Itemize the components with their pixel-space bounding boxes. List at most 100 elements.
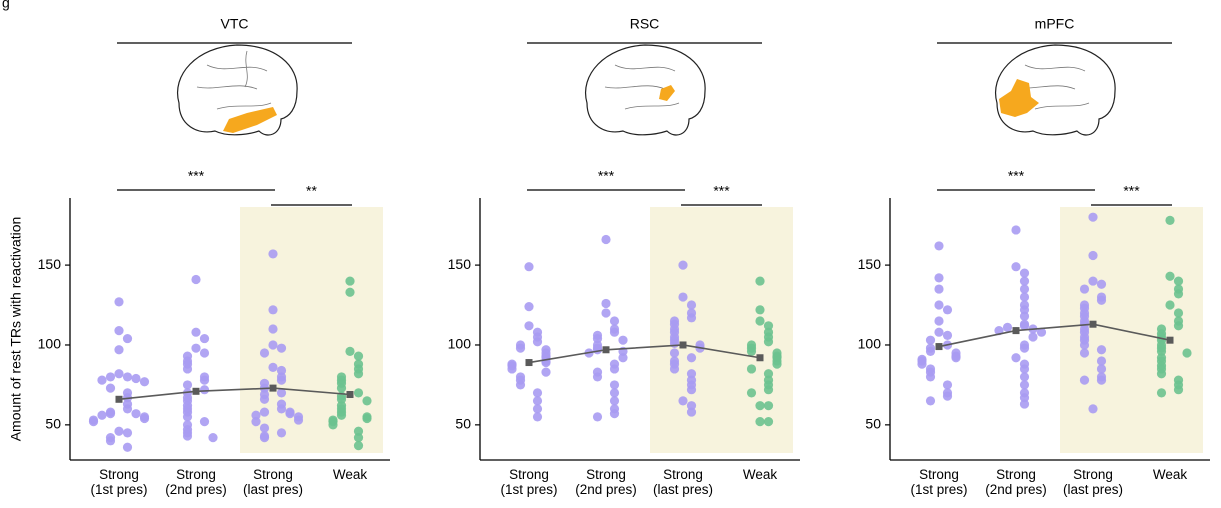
data-point <box>1020 276 1029 285</box>
brain-icon <box>996 45 1116 135</box>
data-point <box>926 347 935 356</box>
data-point <box>345 347 354 356</box>
data-point <box>200 376 209 385</box>
data-point <box>140 377 149 386</box>
data-point <box>131 409 140 418</box>
data-point <box>294 415 303 424</box>
data-point <box>1020 399 1029 408</box>
y-tick-label: 100 <box>38 336 62 352</box>
data-point <box>678 396 687 405</box>
mean-marker <box>347 391 354 398</box>
data-point <box>524 302 533 311</box>
data-point <box>1097 296 1106 305</box>
data-point <box>1020 268 1029 277</box>
data-point <box>943 380 952 389</box>
data-point <box>755 276 764 285</box>
significance-label: *** <box>713 183 730 199</box>
data-point <box>114 297 123 306</box>
data-point <box>260 395 269 404</box>
data-point <box>191 275 200 284</box>
data-point <box>1174 276 1183 285</box>
data-point <box>516 344 525 353</box>
data-point <box>533 396 542 405</box>
data-point <box>524 262 533 271</box>
y-tick-label: 100 <box>858 336 882 352</box>
data-point <box>268 340 277 349</box>
data-point <box>89 417 98 426</box>
data-point <box>934 316 943 325</box>
data-point <box>97 376 106 385</box>
data-point <box>208 433 217 442</box>
data-point <box>140 414 149 423</box>
data-point <box>131 374 140 383</box>
data-point <box>260 423 269 432</box>
data-point <box>1080 284 1089 293</box>
data-point <box>183 431 192 440</box>
data-point <box>1088 251 1097 260</box>
data-point <box>123 404 132 413</box>
data-point <box>755 417 764 426</box>
data-point <box>285 409 294 418</box>
data-point <box>1080 348 1089 357</box>
x-tick-label: Weak <box>305 467 395 482</box>
data-point <box>183 380 192 389</box>
data-point <box>1165 216 1174 225</box>
data-point <box>601 299 610 308</box>
data-point <box>934 273 943 282</box>
data-point <box>362 396 371 405</box>
data-point <box>764 401 773 410</box>
data-point <box>268 305 277 314</box>
data-point <box>593 372 602 381</box>
mean-marker <box>603 346 610 353</box>
data-point <box>1182 348 1191 357</box>
data-point <box>593 412 602 421</box>
data-point <box>106 409 115 418</box>
data-point <box>934 328 943 337</box>
data-point <box>1165 300 1174 309</box>
data-point <box>1003 323 1012 332</box>
data-point <box>601 235 610 244</box>
mean-marker <box>526 359 533 366</box>
data-point <box>747 347 756 356</box>
data-point <box>106 384 115 393</box>
data-point <box>200 385 209 394</box>
data-point <box>687 385 696 394</box>
data-point <box>533 412 542 421</box>
data-point <box>764 417 773 426</box>
data-point <box>114 345 123 354</box>
data-point <box>277 376 286 385</box>
data-point <box>268 363 277 372</box>
data-point <box>1011 262 1020 271</box>
data-point <box>345 276 354 285</box>
y-tick-label: 50 <box>455 416 471 432</box>
panel-title: mPFC <box>1035 16 1075 32</box>
data-point <box>1020 312 1029 321</box>
data-point <box>362 414 371 423</box>
highlight-box <box>240 207 383 453</box>
data-point <box>1020 292 1029 301</box>
data-point <box>951 353 960 362</box>
data-point <box>183 364 192 373</box>
x-tick-label: Weak <box>715 467 805 482</box>
significance-label: *** <box>1008 168 1025 184</box>
y-tick-label: 150 <box>38 256 62 272</box>
data-point <box>268 324 277 333</box>
data-point <box>1020 284 1029 293</box>
data-point <box>610 364 619 373</box>
data-point <box>354 433 363 442</box>
data-point <box>747 364 756 373</box>
data-point <box>277 428 286 437</box>
data-point <box>943 331 952 340</box>
data-point <box>516 380 525 389</box>
data-point <box>610 328 619 337</box>
data-point <box>277 344 286 353</box>
data-point <box>1174 289 1183 298</box>
data-point <box>1165 272 1174 281</box>
data-point <box>610 396 619 405</box>
data-point <box>618 353 627 362</box>
data-point <box>337 411 346 420</box>
data-point <box>772 360 781 369</box>
data-point <box>1080 376 1089 385</box>
data-point <box>1097 364 1106 373</box>
data-point <box>1080 340 1089 349</box>
